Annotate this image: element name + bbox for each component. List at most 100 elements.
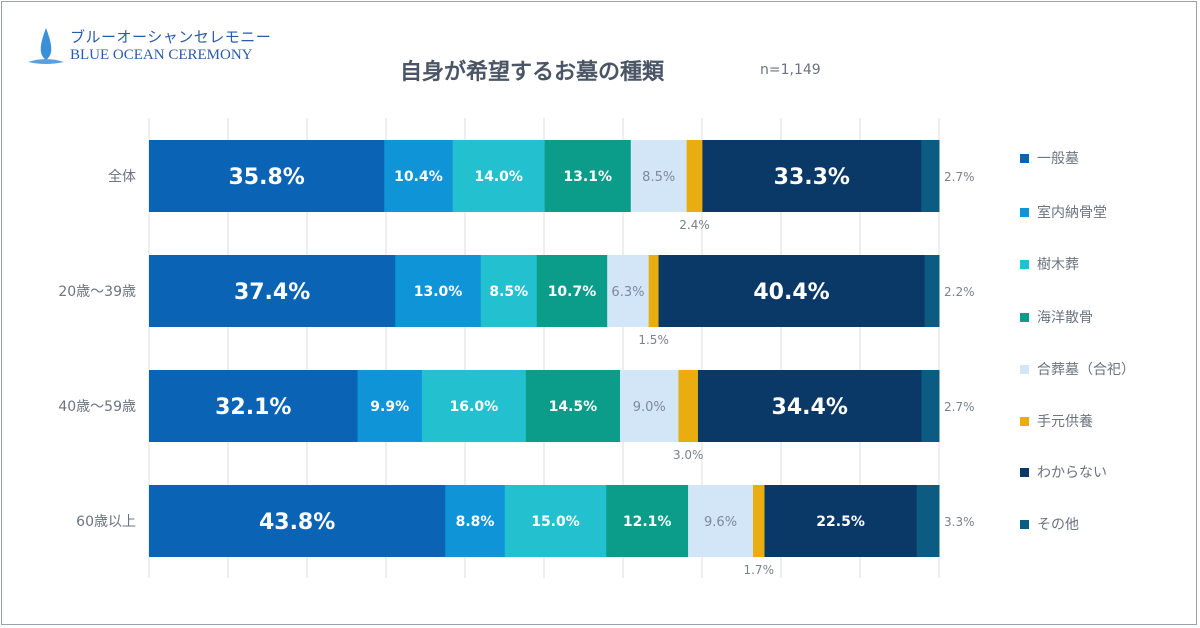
- bar-segment: [678, 370, 699, 442]
- bar-segment: [606, 485, 689, 557]
- data-label: 37.4%: [234, 280, 310, 305]
- data-label: 13.1%: [563, 169, 612, 185]
- bar-segment: [916, 485, 940, 557]
- bar-segment: [544, 140, 632, 212]
- bar-segment: [764, 485, 918, 557]
- bar-segment: [525, 370, 621, 442]
- legend-item: その他: [1020, 514, 1079, 534]
- category-label: 40歳～59歳: [58, 399, 136, 415]
- legend-item: 手元供養: [1020, 411, 1093, 431]
- bar-segment: [648, 255, 660, 327]
- data-label: 1.7%: [743, 563, 774, 577]
- legend-label: わからない: [1037, 465, 1107, 481]
- water-drop-logo-icon: [28, 28, 64, 64]
- bar-segment: [620, 370, 679, 442]
- legend-item: 海洋散骨: [1020, 307, 1093, 327]
- legend-swatch: [1020, 207, 1029, 217]
- data-label: 9.0%: [633, 400, 666, 415]
- bar-segment: [921, 370, 940, 442]
- legend-item: 樹木葬: [1020, 254, 1079, 274]
- legend-item: 合葬墓（合祀）: [1020, 359, 1135, 379]
- bar-segment: [395, 255, 482, 327]
- bar-segment: [752, 485, 765, 557]
- bar-segment: [924, 255, 940, 327]
- logo-text-jp: ブルーオーシャンセレモニー: [70, 28, 272, 46]
- legend-label: その他: [1037, 517, 1079, 533]
- bar-segment: [149, 370, 359, 442]
- legend-label: 室内納骨堂: [1037, 205, 1107, 221]
- bar-segment: [607, 255, 650, 327]
- bar-segment: [702, 140, 922, 212]
- legend-swatch: [1020, 259, 1029, 269]
- data-label: 9.6%: [704, 515, 737, 530]
- data-label: 2.2%: [944, 285, 975, 299]
- data-label: 32.1%: [215, 395, 291, 420]
- data-label: 3.3%: [944, 515, 975, 529]
- data-label: 15.0%: [531, 514, 580, 530]
- legend-swatch: [1020, 519, 1029, 529]
- data-label: 8.5%: [489, 284, 528, 300]
- bar-segment: [384, 140, 454, 212]
- bar-segment: [688, 485, 754, 557]
- data-label: 9.9%: [370, 399, 409, 415]
- data-label: 40.4%: [753, 280, 829, 305]
- data-label: 22.5%: [816, 514, 865, 530]
- legend-label: 一般墓: [1037, 151, 1079, 167]
- data-label: 34.4%: [772, 395, 848, 420]
- category-label: 20歳～39歳: [58, 284, 136, 300]
- data-label: 10.4%: [394, 169, 443, 185]
- bar-segment: [149, 140, 385, 212]
- legend-swatch: [1020, 416, 1029, 426]
- bar-segment: [658, 255, 926, 327]
- logo: ブルーオーシャンセレモニー BLUE OCEAN CEREMONY: [26, 26, 271, 68]
- bar-segment: [452, 140, 546, 212]
- bar-segment: [630, 140, 688, 212]
- legend-swatch: [1020, 467, 1029, 477]
- bar-segment: [149, 485, 446, 557]
- data-label: 35.8%: [228, 165, 304, 190]
- data-label: 2.7%: [944, 170, 975, 184]
- data-label: 14.5%: [549, 399, 598, 415]
- data-label: 3.0%: [673, 448, 704, 462]
- legend-swatch: [1020, 312, 1029, 322]
- data-label: 1.5%: [638, 333, 669, 347]
- legend-label: 手元供養: [1037, 414, 1093, 430]
- data-label: 33.3%: [774, 165, 850, 190]
- bar-segment: [921, 140, 940, 212]
- legend-label: 合葬墓（合祀）: [1037, 362, 1135, 378]
- legend-swatch: [1020, 364, 1029, 374]
- bar-segment: [697, 370, 922, 442]
- bar-segment: [504, 485, 607, 557]
- legend-item: 一般墓: [1020, 148, 1079, 168]
- data-label: 8.8%: [456, 514, 495, 530]
- bar-segment: [536, 255, 608, 327]
- data-label: 2.7%: [944, 400, 975, 414]
- data-label: 6.3%: [611, 285, 644, 300]
- data-label: 2.4%: [679, 218, 710, 232]
- data-label: 43.8%: [259, 510, 335, 535]
- category-label: 全体: [108, 168, 136, 185]
- sample-size: n=1,149: [760, 62, 821, 78]
- bar-segment: [686, 140, 703, 212]
- chart-title: 自身が希望するお墓の種類: [400, 60, 665, 85]
- legend-swatch: [1020, 153, 1029, 163]
- data-label: 14.0%: [474, 169, 523, 185]
- logo-text-en: BLUE OCEAN CEREMONY: [70, 47, 253, 63]
- category-label: 60歳以上: [76, 514, 136, 530]
- data-label: 16.0%: [450, 399, 499, 415]
- data-label: 12.1%: [623, 514, 672, 530]
- legend-item: わからない: [1020, 462, 1107, 482]
- bar-segment: [480, 255, 538, 327]
- bar-segment: [421, 370, 527, 442]
- bar-segment: [445, 485, 506, 557]
- data-label: 13.0%: [414, 284, 463, 300]
- legend-label: 樹木葬: [1037, 257, 1079, 273]
- bar-segment: [357, 370, 423, 442]
- data-label: 8.5%: [642, 170, 675, 185]
- bar-segment: [149, 255, 396, 327]
- data-label: 10.7%: [548, 284, 597, 300]
- legend-label: 海洋散骨: [1037, 310, 1093, 326]
- legend-item: 室内納骨堂: [1020, 202, 1107, 222]
